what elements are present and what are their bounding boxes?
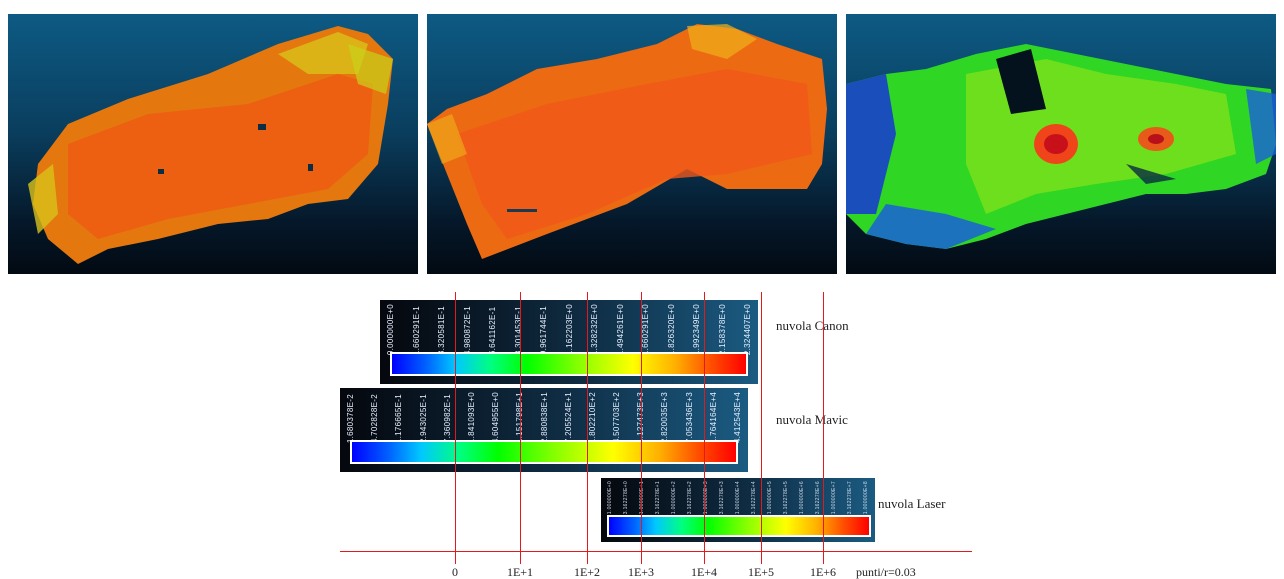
scale-ticks-laser: 1.000000E+0 3.162278E+0 1.000000E+1 3.16…	[607, 481, 869, 514]
scale-tick: 7.205524E+1	[563, 392, 573, 444]
scale-tick: 2.880838E+1	[539, 392, 549, 444]
scale-tick: 2.324407E+0	[743, 304, 752, 356]
scale-tick: 4.507703E+2	[612, 392, 622, 444]
axis-tick-label: 1E+2	[573, 565, 601, 579]
reference-line-0	[455, 292, 456, 564]
axis-tick-label: 0	[452, 565, 458, 579]
scale-tick: 3.162278E+1	[655, 481, 661, 515]
scale-tick: 6.641162E-1	[488, 306, 497, 356]
label-nuvola-mavic: nuvola Mavic	[776, 412, 848, 427]
point-cloud-laser-image	[846, 44, 1276, 249]
axis-tick-label: 1E+3	[627, 565, 655, 579]
scale-tick: 1.826320E+0	[666, 304, 676, 356]
scale-tick: 1.660291E+0	[641, 304, 650, 356]
scale-tick: 3.162278E+2	[687, 481, 693, 515]
scale-tick: 1.841093E+0	[466, 392, 476, 444]
scale-tick: 3.162278E+0	[623, 481, 629, 515]
axis-tick-label: 1E+1	[506, 565, 534, 579]
scale-tick: 0.000000E+0	[386, 304, 395, 356]
scale-tick: 4.702828E-2	[370, 394, 380, 444]
horizontal-axis-line	[340, 551, 972, 552]
axis-tick-label: 1E+5	[747, 565, 775, 579]
scale-tick: 3.320581E-1	[437, 306, 446, 356]
color-scale-canon: 0.000000E+0 1.660291E-1 3.320581E-1 4.98…	[380, 300, 758, 384]
scale-tick: 3.162278E+5	[783, 481, 789, 515]
scale-tick: 9.961744E-1	[539, 306, 548, 356]
reference-line-1e1	[520, 292, 521, 564]
scale-tick: 1.000000E+4	[735, 481, 741, 515]
scale-tick: 1.000000E+8	[863, 481, 869, 515]
scale-tick: 1.494261E+0	[615, 304, 625, 356]
axis-tick-label: 1E+6	[809, 565, 837, 579]
scale-tick: 1.000000E+6	[799, 481, 805, 515]
reference-line-1e4	[704, 292, 705, 564]
color-scale-laser: 1.000000E+0 3.162278E+0 1.000000E+1 3.16…	[601, 478, 875, 542]
scale-tick: 1.000000E+1	[639, 481, 645, 515]
point-cloud-laser-panel	[846, 14, 1276, 274]
scale-ticks-mavic: 1.680378E-2 4.702828E-2 1.176665E-1 2.94…	[346, 392, 742, 443]
scale-tick: 7.360982E-1	[442, 394, 452, 444]
scale-tick: 4.604955E+0	[491, 392, 501, 444]
scale-tick: 4.412543E+4	[733, 392, 742, 444]
color-gradient-bar-mavic	[350, 440, 738, 464]
reference-line-1e5	[761, 292, 762, 564]
reference-line-1e6	[823, 292, 824, 564]
scale-tick: 2.820035E+3	[660, 392, 670, 444]
scale-tick: 1.000000E+0	[607, 481, 613, 515]
color-gradient-bar-laser	[607, 515, 871, 537]
reference-line-1e3	[641, 292, 642, 564]
scale-tick: 1.000000E+7	[831, 481, 837, 515]
scale-tick: 1.992349E+0	[692, 304, 701, 356]
scale-tick: 1.660291E-1	[411, 306, 421, 356]
color-scale-mavic: 1.680378E-2 4.702828E-2 1.176665E-1 2.94…	[340, 388, 748, 472]
point-cloud-canon-image	[28, 26, 393, 264]
scale-tick: 8.301453E-1	[513, 306, 523, 356]
axis-unit-label: punti/r=0.03	[856, 565, 916, 579]
axis-tick-label: 1E+4	[690, 565, 718, 579]
scale-tick: 1.176665E-1	[394, 394, 404, 444]
point-cloud-mavic-image	[427, 24, 827, 259]
point-cloud-canon-panel	[8, 14, 418, 274]
scale-tick: 1.000000E+2	[671, 481, 677, 515]
scale-tick: 3.162278E+6	[815, 481, 821, 515]
scale-tick: 1.680378E-2	[346, 394, 355, 444]
scale-tick: 7.053436E+3	[684, 392, 694, 444]
scale-tick: 1.328232E+0	[590, 304, 599, 356]
scale-tick: 2.158378E+0	[717, 304, 727, 356]
color-gradient-bar-canon	[390, 352, 748, 376]
scale-tick: 2.943025E-1	[418, 394, 428, 444]
scale-tick: 3.162278E+3	[719, 481, 725, 515]
scale-tick: 4.980872E-1	[462, 306, 472, 356]
scale-tick: 3.162278E+7	[847, 481, 853, 515]
scale-tick: 1.162203E+0	[564, 304, 574, 356]
scale-ticks-canon: 0.000000E+0 1.660291E-1 3.320581E-1 4.98…	[386, 304, 752, 355]
point-cloud-mavic-panel	[427, 14, 837, 274]
scale-tick: 3.162278E+4	[751, 481, 757, 515]
label-nuvola-laser: nuvola Laser	[878, 496, 946, 511]
scale-tick: 1.764164E+4	[708, 392, 718, 444]
label-nuvola-canon: nuvola Canon	[776, 318, 849, 333]
scale-tick: 1.000000E+5	[767, 481, 773, 515]
reference-line-1e2	[587, 292, 588, 564]
scale-tick: 1.802210E+2	[587, 392, 597, 444]
